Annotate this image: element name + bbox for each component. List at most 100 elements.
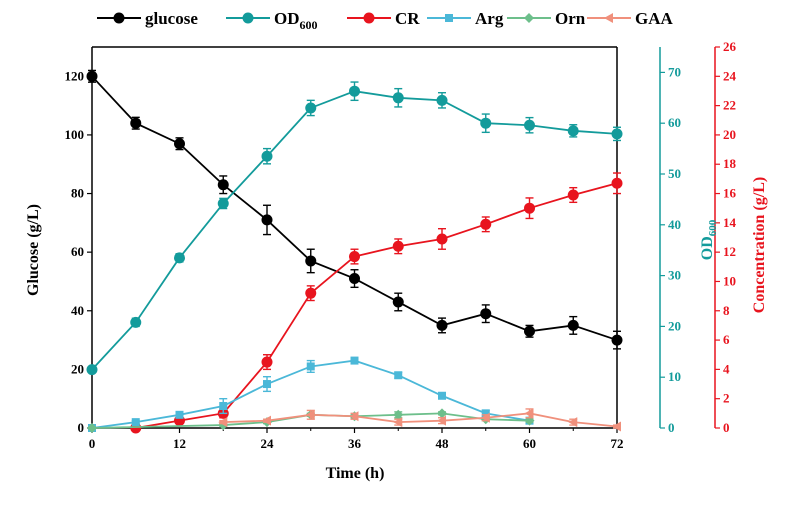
y-right1-tick-label: 70 — [668, 64, 681, 79]
data-point — [524, 119, 535, 131]
data-point — [524, 202, 535, 214]
series-glucose — [86, 69, 623, 350]
data-point — [349, 85, 360, 97]
y-right2-tick-label: 10 — [723, 273, 736, 288]
data-point — [394, 371, 403, 380]
data-point — [350, 356, 359, 365]
x-tick-label: 24 — [261, 436, 275, 451]
y-right2-tick-label: 12 — [723, 244, 736, 259]
data-point — [305, 255, 317, 267]
series-line — [91, 90, 618, 371]
legend-swatch-marker — [445, 14, 453, 22]
legend-item-gaa: GAA — [587, 9, 674, 28]
y-right1-tick-label: 10 — [668, 369, 681, 384]
x-tick-label: 12 — [173, 436, 186, 451]
data-point — [481, 409, 490, 418]
axes: 0 12 24 36 48 60 72020406080100120010203040506… — [65, 39, 737, 451]
data-point — [611, 128, 623, 140]
y-left-tick-label: 0 — [78, 420, 85, 435]
series-cr — [130, 172, 623, 434]
legend-swatch-marker — [524, 13, 534, 23]
data-point — [262, 415, 271, 426]
data-point — [305, 102, 317, 114]
data-point — [392, 92, 404, 104]
series-gaa — [218, 408, 621, 432]
data-point — [480, 412, 490, 423]
y-left-tick-label: 20 — [71, 361, 84, 376]
legend-label: Orn — [555, 9, 586, 28]
data-point — [305, 409, 315, 420]
legend-item-orn: Orn — [507, 9, 586, 28]
data-point — [261, 214, 273, 226]
plot-area — [86, 69, 623, 434]
data-point — [175, 410, 184, 419]
data-point — [305, 287, 317, 299]
series-arg — [88, 356, 534, 432]
legend-label: OD600 — [274, 9, 318, 32]
data-point — [86, 70, 98, 82]
legend: glucose OD600 CR Arg Orn GAA — [97, 9, 674, 32]
y-right1-tick-label: 50 — [668, 166, 681, 181]
data-point — [130, 316, 142, 328]
data-point — [392, 296, 404, 308]
y-right2-tick-label: 20 — [723, 127, 736, 142]
series-line — [91, 75, 618, 341]
y-axis-right2-title: Concentration (g/L) — [751, 177, 768, 313]
data-point — [218, 417, 228, 428]
y-right2-tick-label: 2 — [723, 391, 730, 406]
data-point — [524, 325, 535, 337]
data-point — [436, 94, 448, 106]
data-point — [611, 177, 623, 189]
y-right2-tick-label: 8 — [723, 303, 730, 318]
data-point — [130, 117, 142, 129]
legend-swatch-marker — [363, 12, 375, 24]
y-right2-tick-label: 0 — [723, 420, 730, 435]
data-point — [480, 218, 492, 230]
data-point — [393, 409, 404, 420]
x-tick-label: 48 — [436, 436, 450, 451]
data-point — [611, 334, 623, 346]
legend-item-glucose: glucose — [97, 9, 198, 28]
y-right1-tick-label: 30 — [668, 268, 681, 283]
legend-label: glucose — [145, 9, 198, 28]
data-point — [480, 117, 492, 129]
y-right2-tick-label: 22 — [723, 98, 736, 113]
series-line — [135, 182, 618, 429]
y-right1-tick-label: 20 — [668, 318, 681, 333]
data-point — [568, 417, 578, 428]
x-tick-label: 72 — [611, 436, 624, 451]
y-left-tick-label: 80 — [71, 186, 84, 201]
data-point — [217, 197, 229, 209]
legend-label: CR — [395, 9, 420, 28]
y-left-tick-label: 120 — [65, 68, 85, 83]
data-point — [349, 251, 360, 263]
data-point — [174, 252, 185, 264]
data-point — [438, 391, 446, 400]
data-point — [349, 273, 360, 285]
y-axis-left-title: Glucose (g/L) — [25, 204, 42, 296]
y-right1-tick-label: 60 — [668, 115, 681, 130]
x-tick-label: 60 — [523, 436, 536, 451]
data-point — [131, 418, 140, 427]
y-right2-tick-label: 26 — [723, 39, 737, 54]
data-point — [306, 362, 315, 371]
data-point — [437, 408, 447, 419]
data-point — [436, 233, 448, 245]
series-od — [86, 81, 623, 376]
y-axis-right1-title: OD600 — [699, 219, 719, 260]
legend-swatch-marker — [604, 13, 613, 23]
y-right2-tick-label: 16 — [723, 186, 737, 201]
data-point — [480, 308, 492, 320]
legend-label: Arg — [475, 9, 504, 28]
data-point — [436, 319, 448, 331]
data-point — [87, 423, 97, 433]
legend-swatch-marker — [113, 12, 125, 24]
data-point — [437, 415, 446, 426]
data-point — [567, 125, 579, 137]
y-right1-tick-label: 0 — [668, 420, 675, 435]
data-point — [349, 411, 359, 422]
y-right2-tick-label: 24 — [723, 68, 737, 83]
y-right2-tick-label: 14 — [723, 215, 737, 230]
